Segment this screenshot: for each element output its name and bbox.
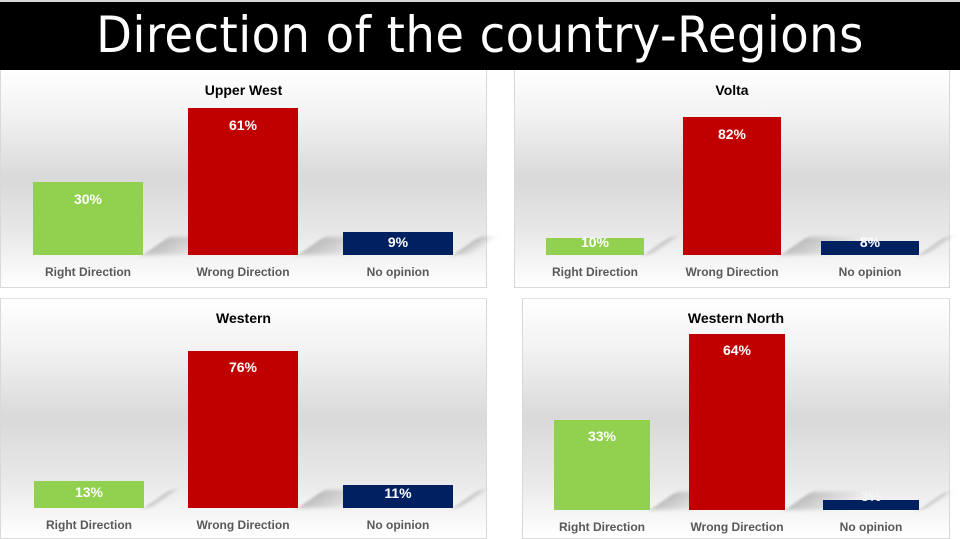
bar-value-label: 11%	[384, 485, 412, 501]
bar-shadow	[919, 237, 955, 255]
chart-panel-western: Western 13% 76% 11% Right Direction Wron…	[0, 298, 489, 539]
bar-no-opinion: 9%	[343, 232, 453, 255]
bar-value-label: 3%	[860, 488, 882, 504]
bar-value-label: 13%	[74, 484, 104, 500]
bar-value-label: 82%	[717, 126, 747, 142]
bar-right-direction: 33%	[554, 420, 650, 510]
top-strip	[0, 0, 960, 2]
category-label: Wrong Direction	[685, 265, 779, 279]
bar-no-opinion: 8%	[821, 234, 919, 255]
category-label: Wrong Direction	[196, 518, 290, 532]
bar-wrong-direction: 82%	[683, 117, 781, 255]
chart-title: Volta	[715, 82, 749, 98]
category-label: No opinion	[838, 265, 902, 279]
category-label: Right Direction	[45, 265, 131, 279]
bar-value-label: 33%	[587, 428, 617, 444]
bar-value-label: 9%	[387, 234, 409, 250]
category-label: Wrong Direction	[196, 265, 290, 279]
category-label: Wrong Direction	[690, 520, 784, 534]
bar-no-opinion: 3%	[823, 488, 919, 510]
bar-wrong-direction: 64%	[689, 334, 785, 510]
bar-value-label: 8%	[859, 234, 881, 250]
bar-value-label: 61%	[228, 117, 258, 133]
bar-shadow	[644, 237, 680, 255]
bar-right-direction: 10%	[546, 234, 644, 255]
category-label: No opinion	[366, 518, 430, 532]
category-label: Right Direction	[559, 520, 645, 534]
chart-title: Upper West	[204, 82, 283, 98]
bar-shadow	[144, 490, 180, 508]
title-bar: Direction of the country-Regions	[0, 2, 960, 70]
bar-right-direction: 13%	[34, 481, 144, 508]
chart-panel-upper-west: Upper West 30% 61% 9% Right Direction Wr…	[0, 70, 499, 288]
bar-no-opinion: 11%	[343, 485, 453, 508]
page-title: Direction of the country-Regions	[96, 6, 864, 64]
bar-value-label: 10%	[580, 234, 610, 250]
bar-right-direction: 30%	[33, 182, 143, 255]
category-label: No opinion	[366, 265, 430, 279]
bar-value-label: 64%	[722, 342, 752, 358]
category-label: No opinion	[839, 520, 903, 534]
bar-wrong-direction: 61%	[188, 108, 298, 255]
bar-value-label: 76%	[228, 359, 258, 375]
chart-title: Western North	[687, 310, 785, 326]
chart-panel-western-north: Western North 33% 64% 3% Right Direction…	[522, 298, 953, 539]
bar-shadow	[919, 492, 953, 510]
chart-panel-volta: Volta 10% 82% 8% Right Direction Wrong D…	[514, 70, 955, 288]
category-label: Right Direction	[46, 518, 132, 532]
chart-title: Western	[216, 310, 271, 326]
bar-shadow	[453, 237, 499, 255]
bar-wrong-direction: 76%	[188, 351, 298, 508]
bar-shadow	[453, 490, 489, 508]
bar-value-label: 30%	[73, 191, 103, 207]
category-label: Right Direction	[552, 265, 638, 279]
